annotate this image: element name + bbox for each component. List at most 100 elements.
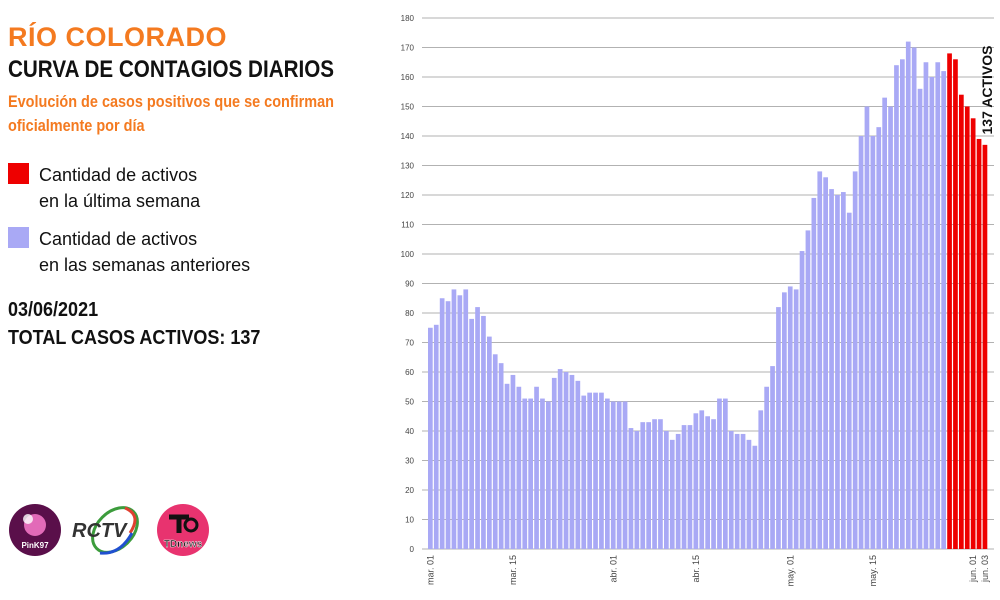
- bar-previous: [929, 77, 935, 549]
- legend-label: Cantidad de activos: [39, 229, 198, 249]
- bar-previous: [599, 392, 604, 549]
- bar-previous: [823, 177, 828, 550]
- svg-text:RCTV: RCTV: [72, 520, 128, 542]
- bar-previous: [787, 286, 793, 549]
- y-tick-label: 150: [401, 103, 415, 112]
- bar-previous: [941, 71, 946, 549]
- bar-previous: [782, 292, 787, 549]
- bar-previous: [723, 398, 728, 549]
- bar-previous: [492, 354, 498, 549]
- y-tick-label: 40: [405, 427, 414, 436]
- y-tick-label: 120: [401, 191, 415, 200]
- x-tick-label: may. 01: [785, 555, 795, 586]
- bar-last-week: [953, 59, 958, 550]
- bar-previous: [917, 88, 923, 550]
- y-tick-label: 50: [405, 398, 414, 407]
- bar-previous: [705, 416, 710, 549]
- bar-previous: [463, 289, 469, 549]
- bar-previous: [734, 433, 740, 549]
- bar-previous: [575, 380, 581, 549]
- bar-previous: [498, 363, 504, 549]
- bar-previous: [870, 136, 876, 549]
- bar-previous: [487, 336, 492, 549]
- y-tick-label: 60: [405, 368, 414, 377]
- bar-previous: [805, 230, 811, 549]
- bar-last-week: [970, 118, 976, 550]
- bar-previous: [551, 377, 557, 549]
- bar-last-week: [959, 94, 964, 549]
- bar-previous: [557, 369, 563, 549]
- x-tick-label: abr. 01: [608, 555, 618, 583]
- y-tick-label: 20: [405, 486, 414, 495]
- y-tick-label: 110: [401, 221, 414, 230]
- x-tick-label: may. 15: [868, 555, 878, 586]
- bar-previous: [882, 97, 887, 550]
- y-tick-label: 0: [410, 545, 415, 554]
- total-active-cases: TOTAL CASOS ACTIVOS: 137: [8, 327, 261, 349]
- bar-previous: [693, 413, 699, 549]
- legend-label: Cantidad de activos: [39, 165, 198, 185]
- y-tick-label: 160: [401, 73, 415, 82]
- x-tick-label: jun. 03: [980, 555, 990, 583]
- bar-previous: [675, 433, 681, 549]
- y-tick-label: 70: [405, 339, 414, 348]
- bar-previous: [776, 307, 781, 549]
- bar-previous: [587, 392, 592, 549]
- y-tick-label: 30: [405, 457, 414, 466]
- bar-previous: [811, 197, 817, 549]
- chart-title: CURVA DE CONTAGIOS DIARIOS: [8, 56, 335, 83]
- bar-previous: [864, 106, 870, 549]
- bar-previous: [669, 439, 675, 549]
- bar-previous: [746, 439, 752, 549]
- bar-previous: [628, 428, 634, 549]
- bar-previous: [563, 372, 569, 549]
- legend-label: en la última semana: [39, 191, 201, 211]
- region-title: RÍO COLORADO: [8, 22, 227, 52]
- bar-previous: [534, 386, 539, 549]
- bar-previous: [522, 398, 528, 549]
- legend-swatch-red: [8, 163, 29, 184]
- bar-previous: [876, 127, 882, 550]
- bar-previous: [610, 401, 616, 549]
- bar-previous: [658, 419, 663, 549]
- bar-previous: [770, 366, 775, 549]
- bar-previous: [652, 419, 657, 549]
- bar-last-week: [947, 53, 952, 550]
- y-tick-label: 130: [401, 162, 415, 171]
- bar-previous: [546, 401, 551, 549]
- bar-previous: [829, 189, 834, 549]
- y-tick-label: 90: [405, 280, 414, 289]
- y-tick-label: 10: [405, 516, 414, 525]
- bar-previous: [428, 327, 433, 549]
- report-date: 03/06/2021: [8, 299, 99, 321]
- bar-previous: [634, 431, 640, 549]
- bar-previous: [605, 398, 610, 549]
- legend-item-previous-weeks: Cantidad de activos en las semanas anter…: [8, 226, 250, 278]
- rctv-logo: RCTV: [72, 506, 139, 555]
- bar-previous: [817, 171, 823, 549]
- bar-previous: [481, 315, 486, 549]
- bar-previous: [469, 318, 474, 549]
- bar-previous: [846, 212, 852, 549]
- bar-previous: [622, 401, 628, 549]
- bar-previous: [445, 301, 451, 549]
- bar-previous: [581, 395, 587, 549]
- bar-previous: [640, 422, 646, 549]
- bar-previous: [475, 307, 480, 549]
- bar-previous: [664, 431, 669, 549]
- bar-previous: [593, 392, 598, 549]
- bar-previous: [681, 425, 687, 549]
- bar-previous: [717, 398, 722, 549]
- y-tick-label: 170: [401, 44, 415, 53]
- bar-previous: [504, 383, 510, 549]
- chart-subtitle: Evolución de casos positivos que se conf…: [8, 92, 335, 135]
- bar-previous: [457, 295, 463, 549]
- bar-previous: [752, 445, 758, 549]
- x-tick-label: abr. 15: [691, 555, 701, 583]
- bar-previous: [758, 410, 764, 549]
- bar-previous: [711, 419, 716, 549]
- bar-previous: [793, 289, 799, 549]
- bar-previous: [433, 324, 439, 549]
- bar-last-week: [964, 106, 970, 549]
